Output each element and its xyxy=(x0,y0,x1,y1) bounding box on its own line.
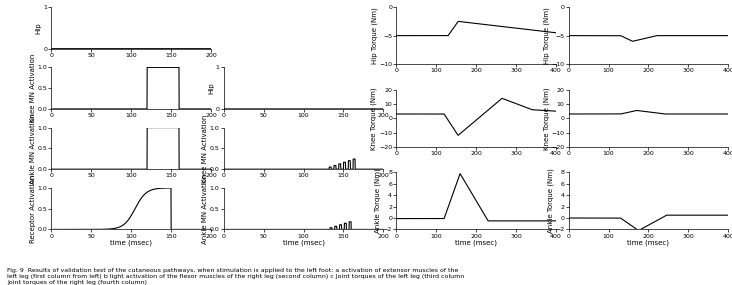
Y-axis label: Ankle MN Activation: Ankle MN Activation xyxy=(30,113,36,184)
Y-axis label: Ankle Torque (Nm): Ankle Torque (Nm) xyxy=(548,168,554,233)
Y-axis label: Hip: Hip xyxy=(36,22,42,34)
Y-axis label: Hip: Hip xyxy=(209,82,214,94)
X-axis label: time (msec): time (msec) xyxy=(455,240,497,247)
Text: Fig. 9  Results of validation test of the cutaneous pathways, when stimulation i: Fig. 9 Results of validation test of the… xyxy=(7,268,465,285)
X-axis label: time (msec): time (msec) xyxy=(110,240,152,247)
Y-axis label: Knee Torque (Nm): Knee Torque (Nm) xyxy=(543,87,550,150)
Y-axis label: Hip Torque (Nm): Hip Torque (Nm) xyxy=(544,7,550,64)
Y-axis label: Ankle Torque (Nm): Ankle Torque (Nm) xyxy=(375,168,381,233)
X-axis label: time (msec): time (msec) xyxy=(283,240,324,247)
Y-axis label: Knee MN Activation: Knee MN Activation xyxy=(203,114,209,183)
X-axis label: time (msec): time (msec) xyxy=(627,240,670,247)
Y-axis label: Ankle MN Activation: Ankle MN Activation xyxy=(203,173,209,244)
Y-axis label: Knee Torque (Nm): Knee Torque (Nm) xyxy=(371,87,378,150)
Y-axis label: Knee MN Activation: Knee MN Activation xyxy=(30,54,36,122)
Y-axis label: Receptor Activation: Receptor Activation xyxy=(30,174,36,243)
Y-axis label: Hip Torque (Nm): Hip Torque (Nm) xyxy=(371,7,378,64)
